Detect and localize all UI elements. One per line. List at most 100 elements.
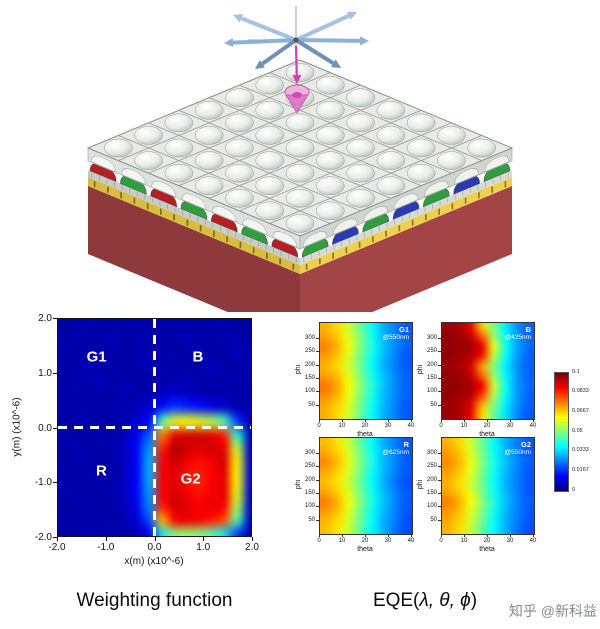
lens-grid-line — [208, 97, 422, 187]
eqe-heatmap-canvas — [442, 438, 534, 534]
eqe-x-axis-label: theta — [479, 431, 495, 438]
eqe-y-tickmark — [316, 453, 319, 454]
eqe-x-tickmark — [411, 419, 412, 422]
eqe-x-tick-label: 20 — [483, 538, 491, 544]
eqe-colorbar: 0.1 0.0833 0.0667 0.05 0.0333 0.0167 0 — [552, 369, 600, 500]
eqe-caption-args: λ, θ, ϕ — [419, 590, 471, 611]
grid-right-face — [300, 170, 512, 265]
metal-wiring-layer — [88, 177, 512, 274]
eqe-y-tick-label: 300 — [426, 335, 437, 341]
colorbar-gradient-frame — [554, 372, 569, 492]
eqe-x-tickmark — [464, 534, 465, 537]
eqe-x-tickmark — [365, 419, 366, 422]
eqe-x-tick-label: 0 — [439, 538, 443, 544]
eqe-y-tick-label: 250 — [426, 348, 437, 355]
eqe-y-tickmark — [438, 493, 441, 494]
microlens-dome — [194, 126, 224, 145]
eqe-y-tickmark — [438, 466, 441, 468]
grid-left-face — [88, 170, 300, 265]
eqe-x-tick-label: 20 — [361, 538, 369, 544]
weighting-x-tick-label: 0.0 — [147, 542, 162, 553]
microlens-dome — [225, 189, 254, 208]
colorbar-tick-label: 0.05 — [572, 427, 583, 434]
microlens-dome — [316, 126, 345, 145]
microlens-dome — [376, 176, 406, 195]
eqe-plot-frame: G1 @550nm — [319, 322, 413, 420]
eqe-x-tickmark — [319, 419, 320, 422]
weighting-x-tickmark — [105, 537, 107, 541]
lens-silhouette — [363, 206, 388, 223]
eqe-y-tick-label: 100 — [426, 388, 437, 395]
quadrant-label-g1: G1 — [86, 348, 107, 366]
microlens-dome — [467, 138, 496, 158]
eqe-x-tickmark — [342, 419, 343, 422]
eqe-y-tickmark — [438, 453, 441, 454]
eqe-x-tick-label: 40 — [407, 538, 415, 544]
lens-grid-line — [148, 122, 361, 212]
eqe-y-tick-label: 50 — [430, 516, 437, 523]
eqe-x-tick-label: 0 — [317, 538, 321, 544]
eqe-panel-label: G2 — [520, 440, 531, 449]
microlens-dome — [285, 63, 315, 82]
eqe-wavelength-label: @625nm — [382, 449, 409, 456]
colorbar-tick-label: 0.0667 — [572, 407, 589, 414]
microlens-dome — [134, 126, 163, 145]
microlens-dome — [285, 163, 315, 183]
eqe-x-tickmark — [533, 419, 534, 422]
eqe-plot-b: B @425nm 50 100 150 200 250 300 0 10 20 30 40 theta ph… — [417, 320, 547, 442]
weighting-x-tick-label: -2.0 — [48, 542, 66, 553]
weighting-x-tickmark — [252, 537, 253, 541]
eqe-x-tick-label: 30 — [506, 423, 514, 429]
microlens-dome — [406, 138, 436, 158]
eqe-panel-label: R — [403, 440, 409, 449]
microlens-dome — [134, 151, 163, 170]
eqe-plot-frame: B @425nm — [441, 322, 535, 420]
eqe-y-axis-label: phi — [417, 479, 425, 490]
eqe-x-tickmark — [487, 534, 488, 537]
eqe-y-tickmark — [438, 391, 441, 393]
arrow-shaft — [295, 38, 361, 43]
eqe-y-tick-label: 200 — [304, 476, 315, 483]
colorbar-tick-label: 0.0167 — [572, 466, 589, 473]
colorbar-gradient-canvas — [555, 373, 568, 491]
lens-grid-line — [208, 109, 422, 199]
eqe-x-tickmark — [365, 534, 366, 537]
lens-grid-line — [118, 135, 331, 224]
weighting-x-axis-label: x(m) (x10^-6) — [124, 556, 184, 567]
incident-light-arrows — [224, 6, 369, 74]
eqe-y-tick-label: 300 — [304, 335, 315, 341]
eqe-plot-r: R @625nm 50 100 150 200 250 300 0 10 20 30 40 theta ph… — [295, 435, 425, 557]
eqe-x-tickmark — [533, 534, 534, 537]
microlens-dome — [316, 151, 345, 170]
microlens-dome — [194, 151, 224, 170]
eqe-y-tickmark — [316, 378, 319, 379]
microlens-dome — [225, 163, 254, 183]
microlens-dome — [346, 113, 375, 133]
eqe-y-tick-label: 300 — [426, 450, 437, 456]
watermark: 知乎 @新科益 — [508, 603, 597, 619]
microlens-dome — [225, 138, 254, 158]
eqe-y-tick-label: 100 — [426, 503, 437, 510]
eqe-x-tick-label: 20 — [361, 423, 369, 429]
microlens-dome — [437, 151, 466, 170]
weighting-x-tick-label: 1.0 — [196, 542, 211, 553]
weighting-x-tick-label: -1.0 — [97, 542, 115, 553]
weighting-x-tickmark — [57, 537, 58, 541]
eqe-y-tick-label: 250 — [304, 348, 315, 355]
microlens-dome — [225, 88, 254, 107]
source-core — [292, 92, 302, 98]
lens-silhouette — [242, 218, 267, 235]
eqe-y-tick-label: 200 — [426, 476, 437, 483]
eqe-x-tick-label: 10 — [460, 423, 468, 429]
eqe-y-tickmark — [316, 493, 319, 494]
eqe-y-axis-label: phi — [417, 364, 425, 375]
eqe-y-tick-label: 100 — [304, 388, 315, 395]
eqe-y-tick-label: 50 — [308, 516, 315, 523]
eqe-x-tickmark — [319, 534, 320, 537]
eqe-plot-frame: G2 @550nm — [441, 437, 535, 535]
microlens-dome — [104, 138, 133, 158]
eqe-wavelength-label: @425nm — [504, 334, 531, 341]
microlens-dome — [406, 163, 436, 183]
eqe-heatmap-canvas — [320, 438, 412, 534]
eqe-x-tick-label: 10 — [338, 423, 346, 429]
